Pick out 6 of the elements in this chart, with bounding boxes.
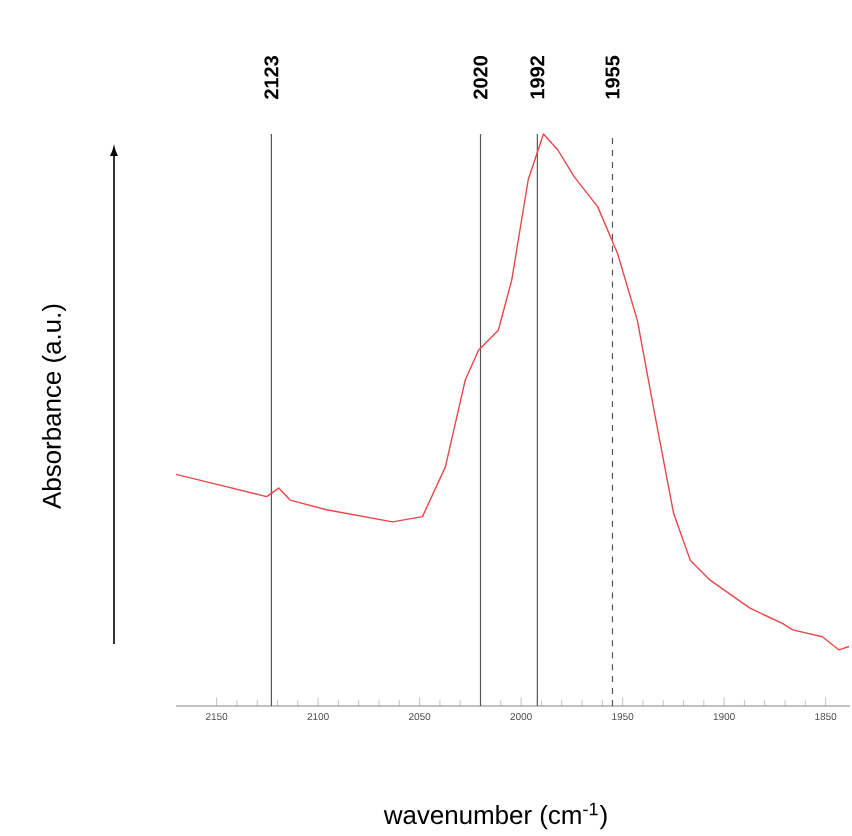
- ref-line-label: 2020: [473, 56, 488, 99]
- ref-line-label: 1955: [605, 55, 620, 99]
- x-axis-title: wavenumber (cm$^{-1}$): [383, 802, 607, 830]
- ref-line-label: 1992: [530, 56, 545, 99]
- y-axis-title: Absorbance (a.u.): [41, 304, 67, 509]
- ref-line-label: 2123: [264, 55, 279, 99]
